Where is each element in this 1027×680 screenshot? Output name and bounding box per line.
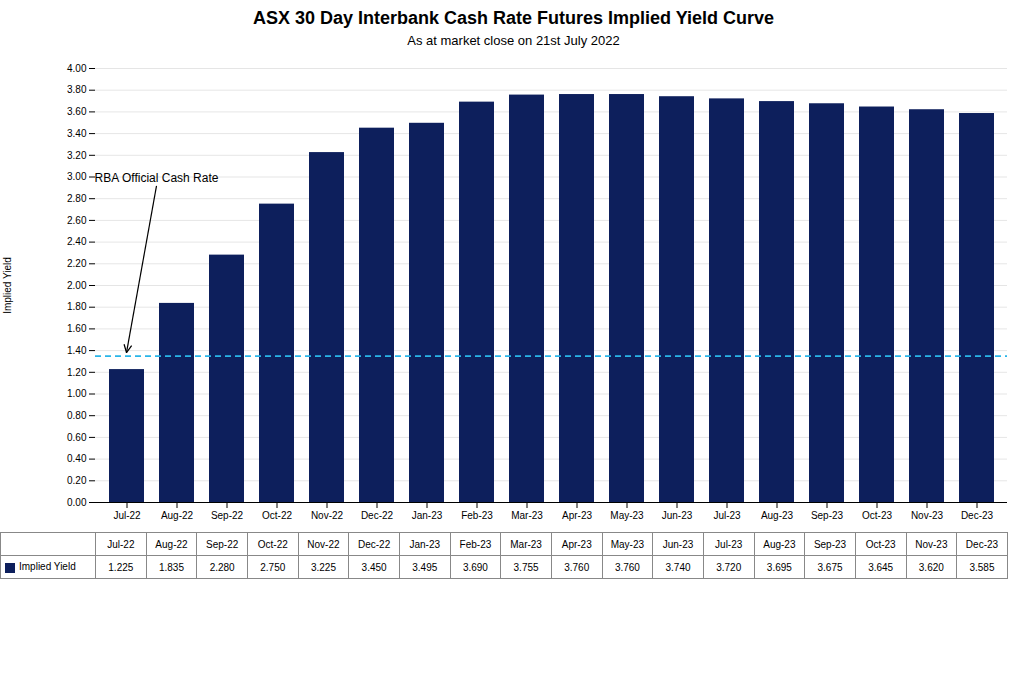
- svg-text:0.80: 0.80: [67, 410, 87, 421]
- svg-text:Nov-23: Nov-23: [911, 510, 944, 521]
- html-text:Mar-23: Mar-23: [510, 538, 542, 550]
- html-text:Jun-23: Jun-23: [662, 538, 694, 550]
- html-text:As at market close on 21st Jul: As at market close on 21st July 2022: [407, 33, 620, 48]
- svg-text:Mar-23: Mar-23: [511, 510, 543, 521]
- svg-text:3.80: 3.80: [67, 84, 87, 95]
- html-text:3.675: 3.675: [817, 561, 843, 573]
- svg-text:RBA Official Cash Rate: RBA Official Cash Rate: [95, 171, 219, 185]
- html-text:3.225: 3.225: [310, 561, 336, 573]
- svg-text:Dec-23: Dec-23: [961, 510, 994, 521]
- svg-text:Oct-22: Oct-22: [262, 510, 292, 521]
- html-text:3.695: 3.695: [766, 561, 792, 573]
- svg-text:0.40: 0.40: [67, 453, 87, 464]
- html-text:3.450: 3.450: [361, 561, 387, 573]
- svg-text:3.20: 3.20: [67, 150, 87, 161]
- html-text:Nov-23: Nov-23: [915, 538, 948, 550]
- html-text:Feb-23: Feb-23: [459, 538, 492, 550]
- svg-text:Jun-23: Jun-23: [662, 510, 693, 521]
- html-text:3.495: 3.495: [412, 561, 438, 573]
- html-text:Sep-22: Sep-22: [206, 538, 239, 550]
- svg-text:Apr-23: Apr-23: [562, 510, 592, 521]
- svg-text:Jul-23: Jul-23: [713, 510, 741, 521]
- html-text:Oct-23: Oct-23: [865, 538, 896, 550]
- html-text:Aug-22: Aug-22: [155, 538, 188, 550]
- html-text:3.760: 3.760: [614, 561, 640, 573]
- svg-text:0.60: 0.60: [67, 432, 87, 443]
- svg-text:Feb-23: Feb-23: [461, 510, 493, 521]
- svg-text:2.00: 2.00: [67, 280, 87, 291]
- svg-text:Implied Yield: Implied Yield: [2, 257, 13, 314]
- svg-text:Jan-23: Jan-23: [412, 510, 443, 521]
- html-text:Nov-22: Nov-22: [307, 538, 340, 550]
- html-text:3.755: 3.755: [513, 561, 539, 573]
- svg-text:2.40: 2.40: [67, 236, 87, 247]
- svg-text:Nov-22: Nov-22: [311, 510, 344, 521]
- svg-text:0.20: 0.20: [67, 475, 87, 486]
- svg-text:Dec-22: Dec-22: [361, 510, 394, 521]
- svg-text:Aug-23: Aug-23: [761, 510, 794, 521]
- html-text:2.280: 2.280: [209, 561, 235, 573]
- svg-text:1.60: 1.60: [67, 323, 87, 334]
- svg-text:2.20: 2.20: [67, 258, 87, 269]
- html-text:3.585: 3.585: [969, 561, 995, 573]
- svg-text:1.20: 1.20: [67, 367, 87, 378]
- svg-text:3.00: 3.00: [67, 171, 87, 182]
- svg-text:2.60: 2.60: [67, 215, 87, 226]
- html-text:3.740: 3.740: [665, 561, 691, 573]
- html-text:Oct-22: Oct-22: [257, 538, 288, 550]
- svg-text:1.80: 1.80: [67, 301, 87, 312]
- html-text:1.225: 1.225: [108, 561, 134, 573]
- svg-text:0.00: 0.00: [67, 497, 87, 508]
- html-text:Aug-23: Aug-23: [763, 538, 796, 550]
- svg-text:4.00: 4.00: [67, 63, 87, 74]
- html-text:Implied Yield: Implied Yield: [19, 561, 76, 573]
- svg-text:Aug-22: Aug-22: [161, 510, 194, 521]
- svg-text:3.60: 3.60: [67, 106, 87, 117]
- html-text:3.620: 3.620: [918, 561, 944, 573]
- svg-text:1.00: 1.00: [67, 388, 87, 399]
- html-text:3.720: 3.720: [716, 561, 742, 573]
- svg-text:2.80: 2.80: [67, 193, 87, 204]
- html-text:3.690: 3.690: [462, 561, 488, 573]
- html-text:Dec-23: Dec-23: [965, 538, 999, 550]
- html-text:2.750: 2.750: [260, 561, 286, 573]
- html-text:May-23: May-23: [610, 538, 645, 550]
- html-text:Sep-23: Sep-23: [813, 538, 847, 550]
- html-text:Apr-23: Apr-23: [561, 538, 592, 550]
- html-text:3.645: 3.645: [868, 561, 894, 573]
- svg-text:May-23: May-23: [610, 510, 644, 521]
- svg-text:Sep-22: Sep-22: [211, 510, 244, 521]
- svg-text:Sep-23: Sep-23: [811, 510, 844, 521]
- html-text:Jul-23: Jul-23: [715, 538, 743, 550]
- svg-text:3.40: 3.40: [67, 128, 87, 139]
- svg-text:1.40: 1.40: [67, 345, 87, 356]
- svg-text:Jul-22: Jul-22: [113, 510, 141, 521]
- html-text:Dec-22: Dec-22: [358, 538, 391, 550]
- html-text:3.760: 3.760: [564, 561, 590, 573]
- html-text:Jan-23: Jan-23: [409, 538, 440, 550]
- svg-text:Oct-23: Oct-23: [862, 510, 892, 521]
- html-text:1.835: 1.835: [159, 561, 184, 573]
- html-text:ASX 30 Day Interbank Cash Rate: ASX 30 Day Interbank Cash Rate Futures I…: [252, 8, 775, 28]
- html-text:Jul-22: Jul-22: [107, 538, 135, 550]
